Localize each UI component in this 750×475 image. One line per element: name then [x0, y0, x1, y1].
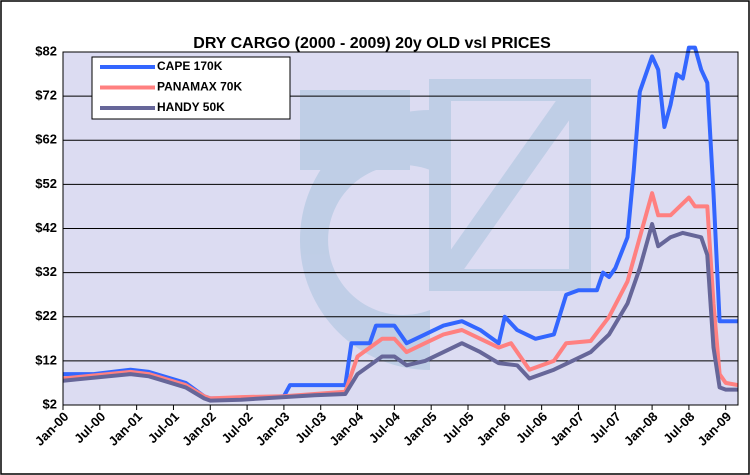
legend-label: HANDY 50K [157, 100, 225, 114]
y-tick-label: $32 [35, 264, 57, 279]
y-tick-label: $62 [35, 132, 57, 147]
lines [62, 45, 739, 403]
y-tick-label: $72 [35, 88, 57, 103]
legend-label: CAPE 170K [157, 59, 223, 73]
series-line [62, 222, 738, 403]
plot-border [62, 51, 739, 406]
watermark [299, 79, 591, 370]
series-line [62, 191, 739, 401]
y-tick-label: $12 [35, 352, 57, 367]
legend-label: PANAMAX 70K [157, 80, 242, 94]
y-tick-label: $2 [43, 396, 57, 411]
legend-entries: CAPE 170K PANAMAX 70K HANDY 50K [100, 59, 242, 114]
chart-title: DRY CARGO (2000 - 2009) 20y OLD vsl PRIC… [193, 35, 551, 52]
y-tick-label: $22 [35, 308, 57, 323]
y-tick-label: $42 [35, 220, 57, 235]
y-tick-label: $52 [35, 176, 57, 191]
y-tick-label: $82 [35, 43, 57, 58]
